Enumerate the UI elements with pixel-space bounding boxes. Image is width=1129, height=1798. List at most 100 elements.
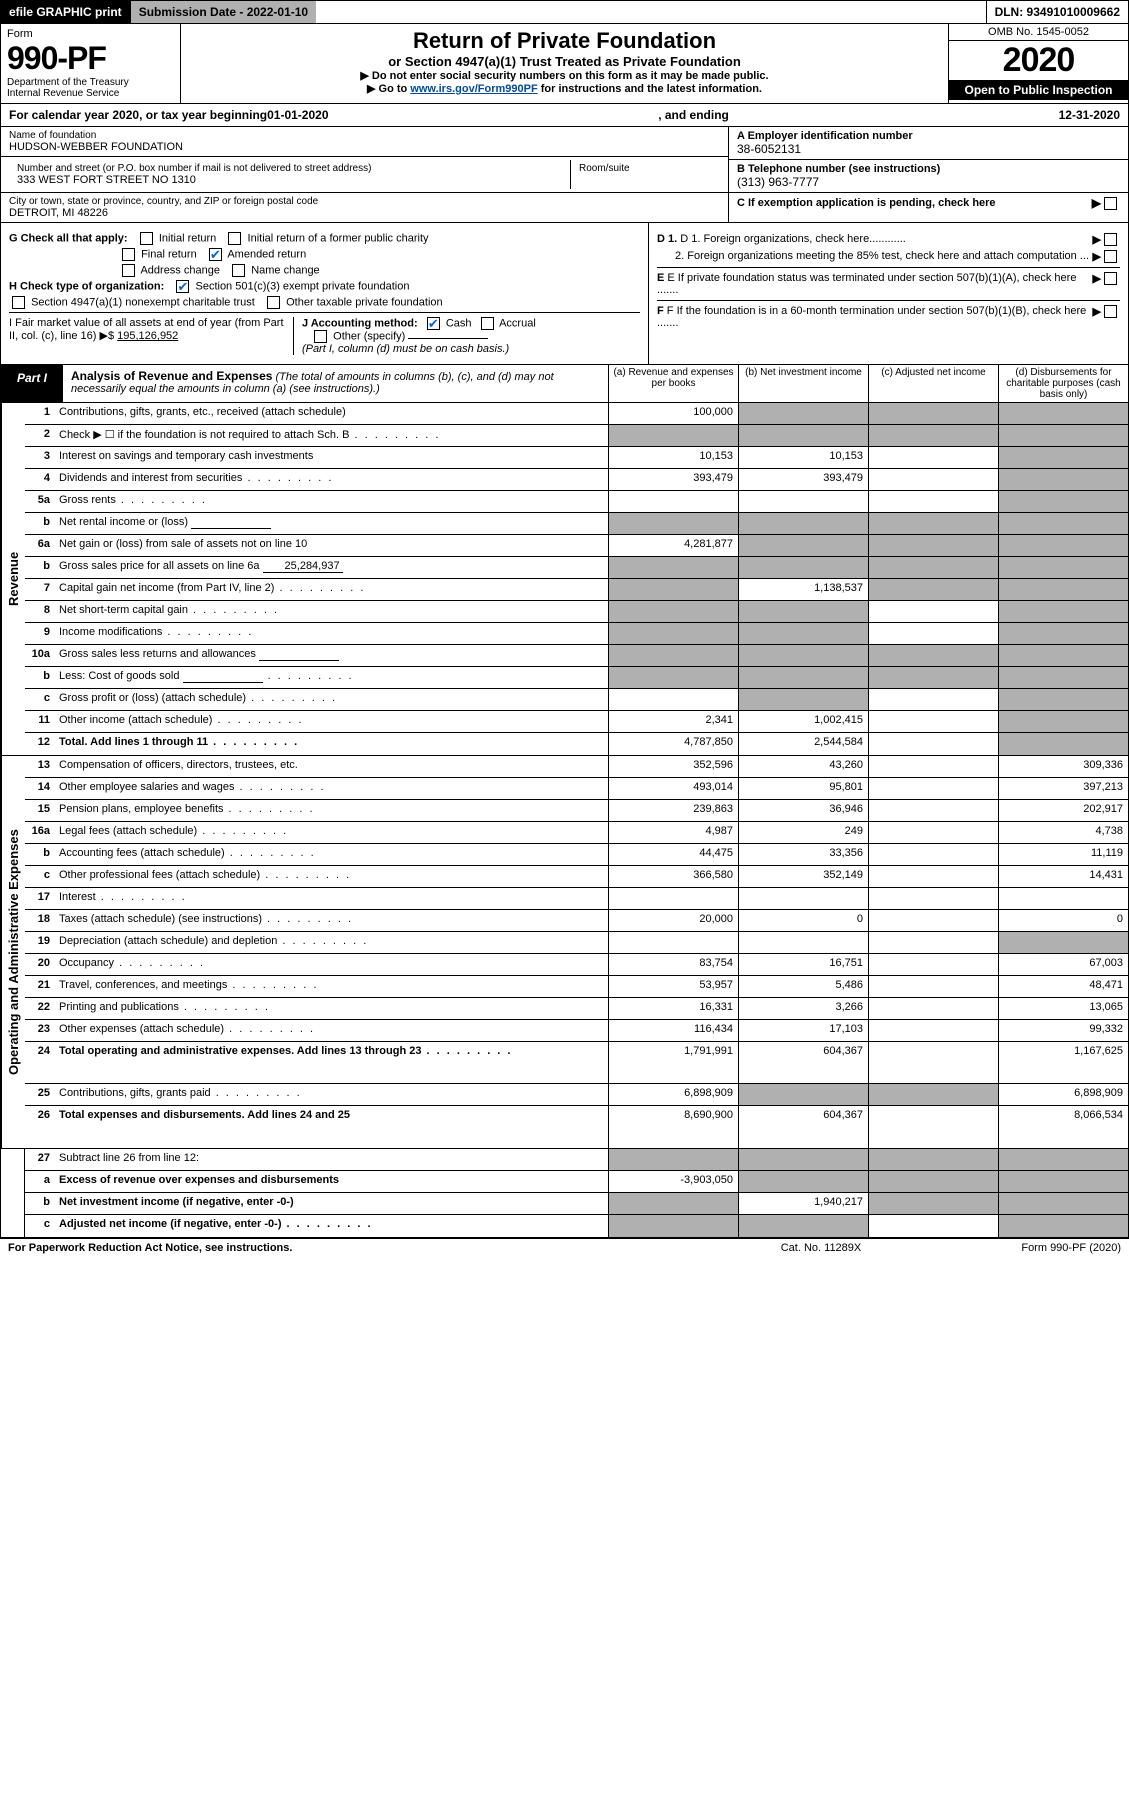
table-row: 14Other employee salaries and wages493,0… [25,778,1128,800]
row-num: 17 [25,888,55,909]
amended-return-checkbox[interactable] [209,248,222,261]
60month-checkbox[interactable] [1104,305,1117,318]
row-label: Pension plans, employee benefits [55,800,608,821]
4947-checkbox[interactable] [12,296,25,309]
cell-c [868,403,998,424]
year-begin: 01-01-2020 [267,108,328,122]
cell-a [608,623,738,644]
row-label: Total. Add lines 1 through 11 [55,733,608,755]
row-num: b [25,667,55,688]
cell-a: 239,863 [608,800,738,821]
cell-c [868,844,998,865]
row-num: 27 [25,1149,55,1170]
cell-d [998,535,1128,556]
initial-former-checkbox[interactable] [228,232,241,245]
row-num: 14 [25,778,55,799]
row-label: Gross sales price for all assets on line… [55,557,608,578]
final-return-checkbox[interactable] [122,248,135,261]
row-num: 1 [25,403,55,424]
cell-a: -3,903,050 [608,1171,738,1192]
cell-b: 1,940,217 [738,1193,868,1214]
cell-d: 309,336 [998,756,1128,777]
row-num: 13 [25,756,55,777]
cell-d [998,733,1128,755]
cell-d [998,932,1128,953]
row-label: Net short-term capital gain [55,601,608,622]
row-num: 2 [25,425,55,446]
cell-c [868,733,998,755]
ein-value: 38-6052131 [737,142,1120,156]
cell-b [738,1149,868,1170]
cell-a [608,1215,738,1237]
row-label: Dividends and interest from securities [55,469,608,490]
accrual-checkbox[interactable] [481,317,494,330]
cell-c [868,888,998,909]
cell-b [738,1084,868,1105]
row-label: Net investment income (if negative, ente… [55,1193,608,1214]
cell-d [998,1171,1128,1192]
omb-number: OMB No. 1545-0052 [949,24,1128,41]
form-year-block: OMB No. 1545-0052 2020 Open to Public In… [948,24,1128,103]
cell-d [998,425,1128,446]
other-taxable-checkbox[interactable] [267,296,280,309]
initial-return-checkbox[interactable] [140,232,153,245]
cell-a: 1,791,991 [608,1042,738,1083]
cell-b: 43,260 [738,756,868,777]
terminated-checkbox[interactable] [1104,272,1117,285]
cell-a: 16,331 [608,998,738,1019]
table-row: 11Other income (attach schedule)2,3411,0… [25,711,1128,733]
table-row: 17Interest [25,888,1128,910]
row-num: 19 [25,932,55,953]
cell-d: 8,066,534 [998,1106,1128,1148]
efile-label: efile GRAPHIC print [1,1,130,23]
row-num: 12 [25,733,55,755]
expense-grid: Operating and Administrative Expenses 13… [0,756,1129,1149]
cell-c [868,998,998,1019]
row-label: Adjusted net income (if negative, enter … [55,1215,608,1237]
foreign-85-checkbox[interactable] [1104,250,1117,263]
501c3-checkbox[interactable] [176,280,189,293]
exemption-checkbox[interactable] [1104,197,1117,210]
cash-checkbox[interactable] [427,317,440,330]
other-method-checkbox[interactable] [314,330,327,343]
instr-link-line: ▶ Go to www.irs.gov/Form990PF for instru… [191,82,938,95]
row-num: a [25,1171,55,1192]
cell-a [608,491,738,512]
h-row: H Check type of organization: Section 50… [9,280,640,293]
paperwork-notice: For Paperwork Reduction Act Notice, see … [8,1242,721,1254]
cell-d [998,689,1128,710]
table-row: 2Check ▶ ☐ if the foundation is not requ… [25,425,1128,447]
name-change-checkbox[interactable] [232,264,245,277]
cell-a [608,513,738,534]
cell-a [608,557,738,578]
check-section: G Check all that apply: Initial return I… [0,223,1129,365]
row-label: Other income (attach schedule) [55,711,608,732]
cell-c [868,601,998,622]
cell-c [868,623,998,644]
cell-b: 5,486 [738,976,868,997]
cell-d [998,1193,1128,1214]
cell-c [868,491,998,512]
address-change-checkbox[interactable] [122,264,135,277]
phone-value: (313) 963-7777 [737,175,1120,189]
cell-b [738,535,868,556]
row-label: Travel, conferences, and meetings [55,976,608,997]
revenue-sidelabel: Revenue [1,403,25,755]
cell-b [738,491,868,512]
row-num: 10a [25,645,55,666]
cell-b [738,645,868,666]
topbar: efile GRAPHIC print Submission Date - 20… [0,0,1129,24]
cell-a [608,1149,738,1170]
row-label: Net gain or (loss) from sale of assets n… [55,535,608,556]
cell-b: 36,946 [738,800,868,821]
cell-c [868,447,998,468]
cell-d [998,601,1128,622]
cell-b [738,623,868,644]
cell-b: 604,367 [738,1106,868,1148]
cell-b: 249 [738,822,868,843]
row-num: 15 [25,800,55,821]
phone-row: B Telephone number (see instructions) (3… [729,160,1128,193]
foreign-org-checkbox[interactable] [1104,233,1117,246]
row-label: Check ▶ ☐ if the foundation is not requi… [55,425,608,446]
instructions-link[interactable]: www.irs.gov/Form990PF [410,83,537,95]
